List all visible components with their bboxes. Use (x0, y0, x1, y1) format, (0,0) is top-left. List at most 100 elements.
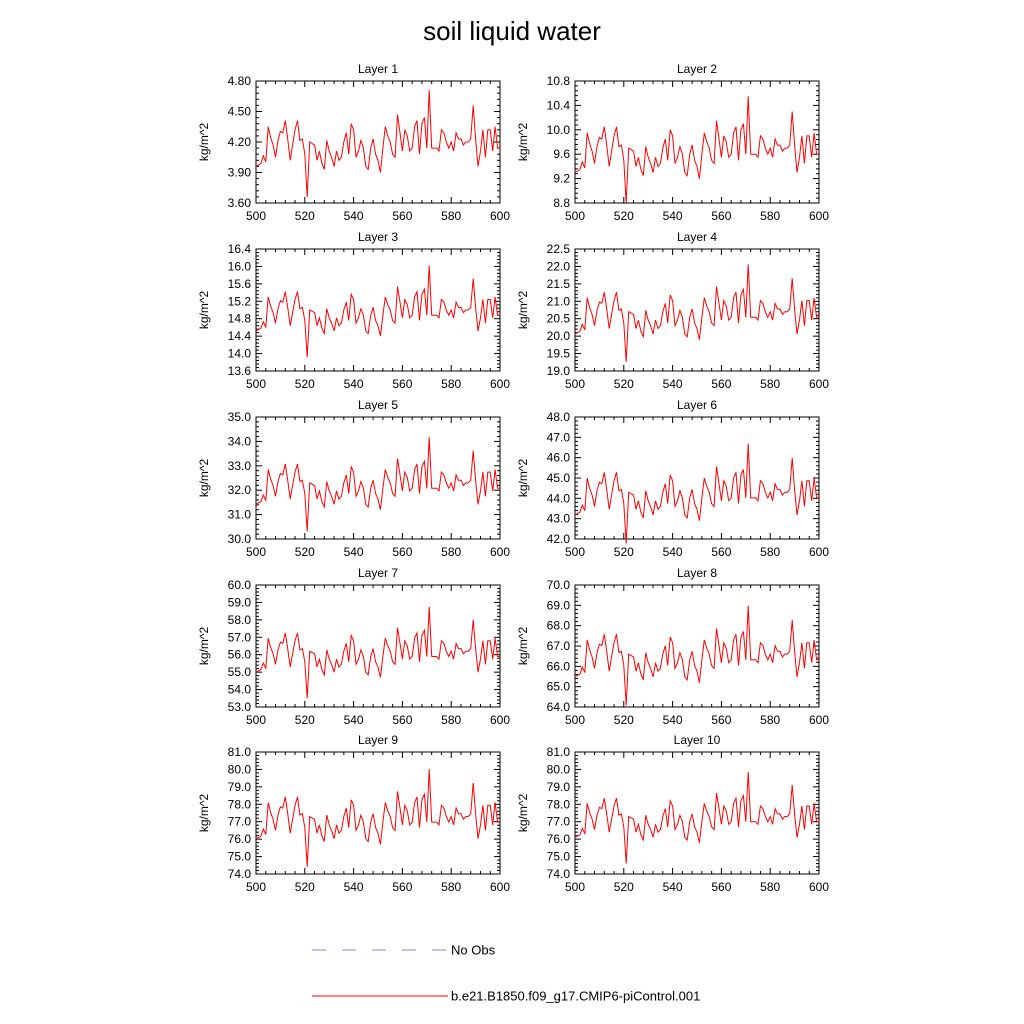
y-tick-label: 19.5 (547, 347, 571, 361)
panel-title: Layer 10 (674, 733, 721, 747)
y-tick-label: 75.0 (228, 850, 252, 864)
plot-frame (574, 248, 820, 372)
y-tick-label: 54.0 (228, 683, 252, 697)
y-tick-label: 32.0 (228, 483, 252, 497)
x-tick-label: 580 (441, 545, 461, 559)
y-tick-label: 22.0 (547, 259, 571, 273)
x-tick-label: 540 (344, 209, 364, 223)
x-tick-label: 600 (490, 377, 510, 391)
panel-title: Layer 3 (358, 230, 398, 244)
chart-title: soil liquid water (423, 16, 601, 46)
y-tick-label: 79.0 (228, 780, 252, 794)
plot-frame (255, 751, 501, 875)
y-tick-label: 64.0 (547, 700, 571, 714)
y-tick-label: 10.0 (547, 123, 571, 137)
panel-layer-10: Layer 10 kg/m^2 500 520 540 560 580 600 74.0 75.0… (516, 733, 829, 894)
x-tick-label: 540 (663, 209, 683, 223)
y-tick-label: 74.0 (228, 867, 252, 881)
y-tick-label: 70.0 (547, 578, 571, 592)
y-axis-label: kg/m^2 (197, 459, 211, 498)
y-tick-label: 22.5 (547, 242, 571, 256)
y-tick-label: 60.0 (228, 578, 252, 592)
x-tick-label: 540 (344, 880, 364, 894)
series-line (255, 90, 500, 197)
y-tick-label: 80.0 (228, 762, 252, 776)
y-tick-label: 79.0 (547, 780, 571, 794)
y-tick-label: 33.0 (228, 459, 252, 473)
y-tick-label: 42.0 (547, 532, 571, 546)
y-tick-label: 80.0 (547, 762, 571, 776)
panel-title: Layer 6 (677, 398, 717, 412)
x-tick-label: 540 (663, 545, 683, 559)
x-tick-label: 600 (490, 545, 510, 559)
x-tick-label: 580 (760, 209, 780, 223)
x-tick-label: 560 (711, 880, 731, 894)
y-tick-label: 69.0 (547, 598, 571, 612)
y-tick-label: 68.0 (547, 619, 571, 633)
series-line (574, 96, 819, 204)
x-tick-label: 540 (663, 377, 683, 391)
y-axis-label: kg/m^2 (197, 794, 211, 833)
y-tick-label: 46.0 (547, 451, 571, 465)
y-tick-label: 21.0 (547, 294, 571, 308)
x-tick-label: 520 (295, 377, 315, 391)
x-tick-label: 560 (392, 713, 412, 727)
series-line (574, 443, 819, 544)
y-tick-label: 35.0 (228, 410, 252, 424)
x-tick-label: 600 (809, 209, 829, 223)
plot-frame (574, 584, 820, 708)
y-tick-label: 67.0 (547, 639, 571, 653)
x-tick-label: 600 (490, 880, 510, 894)
series-line (574, 771, 819, 864)
y-tick-label: 53.0 (228, 700, 252, 714)
y-tick-label: 21.5 (547, 277, 571, 291)
x-tick-label: 540 (663, 880, 683, 894)
y-tick-label: 14.8 (228, 312, 252, 326)
y-tick-label: 16.4 (228, 242, 252, 256)
y-tick-label: 30.0 (228, 532, 252, 546)
panel-title: Layer 7 (358, 566, 398, 580)
y-tick-label: 55.0 (228, 665, 252, 679)
y-tick-label: 19.0 (547, 364, 571, 378)
x-tick-label: 520 (614, 209, 634, 223)
series-line (255, 606, 500, 699)
x-tick-label: 560 (392, 377, 412, 391)
x-tick-label: 560 (711, 713, 731, 727)
x-tick-label: 560 (392, 545, 412, 559)
y-tick-label: 44.0 (547, 491, 571, 505)
y-tick-label: 3.90 (228, 166, 252, 180)
x-tick-label: 500 (246, 713, 266, 727)
series-line (255, 265, 500, 358)
x-tick-label: 600 (809, 545, 829, 559)
y-tick-label: 76.0 (547, 832, 571, 846)
y-tick-label: 48.0 (547, 410, 571, 424)
panel-title: Layer 8 (677, 566, 717, 580)
x-tick-label: 500 (246, 545, 266, 559)
x-tick-label: 580 (760, 545, 780, 559)
y-tick-label: 15.2 (228, 294, 252, 308)
y-tick-label: 14.0 (228, 347, 252, 361)
y-tick-label: 4.20 (228, 135, 252, 149)
y-tick-label: 31.0 (228, 508, 252, 522)
x-tick-label: 600 (809, 880, 829, 894)
series-line (255, 437, 500, 532)
panel-layer-8: Layer 8 kg/m^2 500 520 540 560 580 600 64.0 65.0 6… (516, 566, 829, 727)
legend-label-model: b.e21.B1850.f09_g17.CMIP6-piControl.001 (451, 989, 700, 1004)
plot-frame (255, 416, 501, 540)
x-tick-label: 540 (663, 713, 683, 727)
x-tick-label: 500 (565, 880, 585, 894)
y-axis-label: kg/m^2 (197, 123, 211, 162)
y-tick-label: 10.8 (547, 74, 571, 88)
y-tick-label: 56.0 (228, 648, 252, 662)
y-tick-label: 58.0 (228, 613, 252, 627)
x-tick-label: 520 (295, 545, 315, 559)
series-line (574, 264, 819, 362)
panel-title: Layer 2 (677, 62, 717, 76)
x-tick-label: 520 (614, 545, 634, 559)
y-tick-label: 65.0 (547, 680, 571, 694)
plot-frame (255, 248, 501, 372)
panel-layer-9: Layer 9 kg/m^2 500 520 540 560 580 600 74.0 75.0 7… (197, 733, 510, 894)
plot-frame (574, 751, 820, 875)
y-tick-label: 78.0 (547, 797, 571, 811)
